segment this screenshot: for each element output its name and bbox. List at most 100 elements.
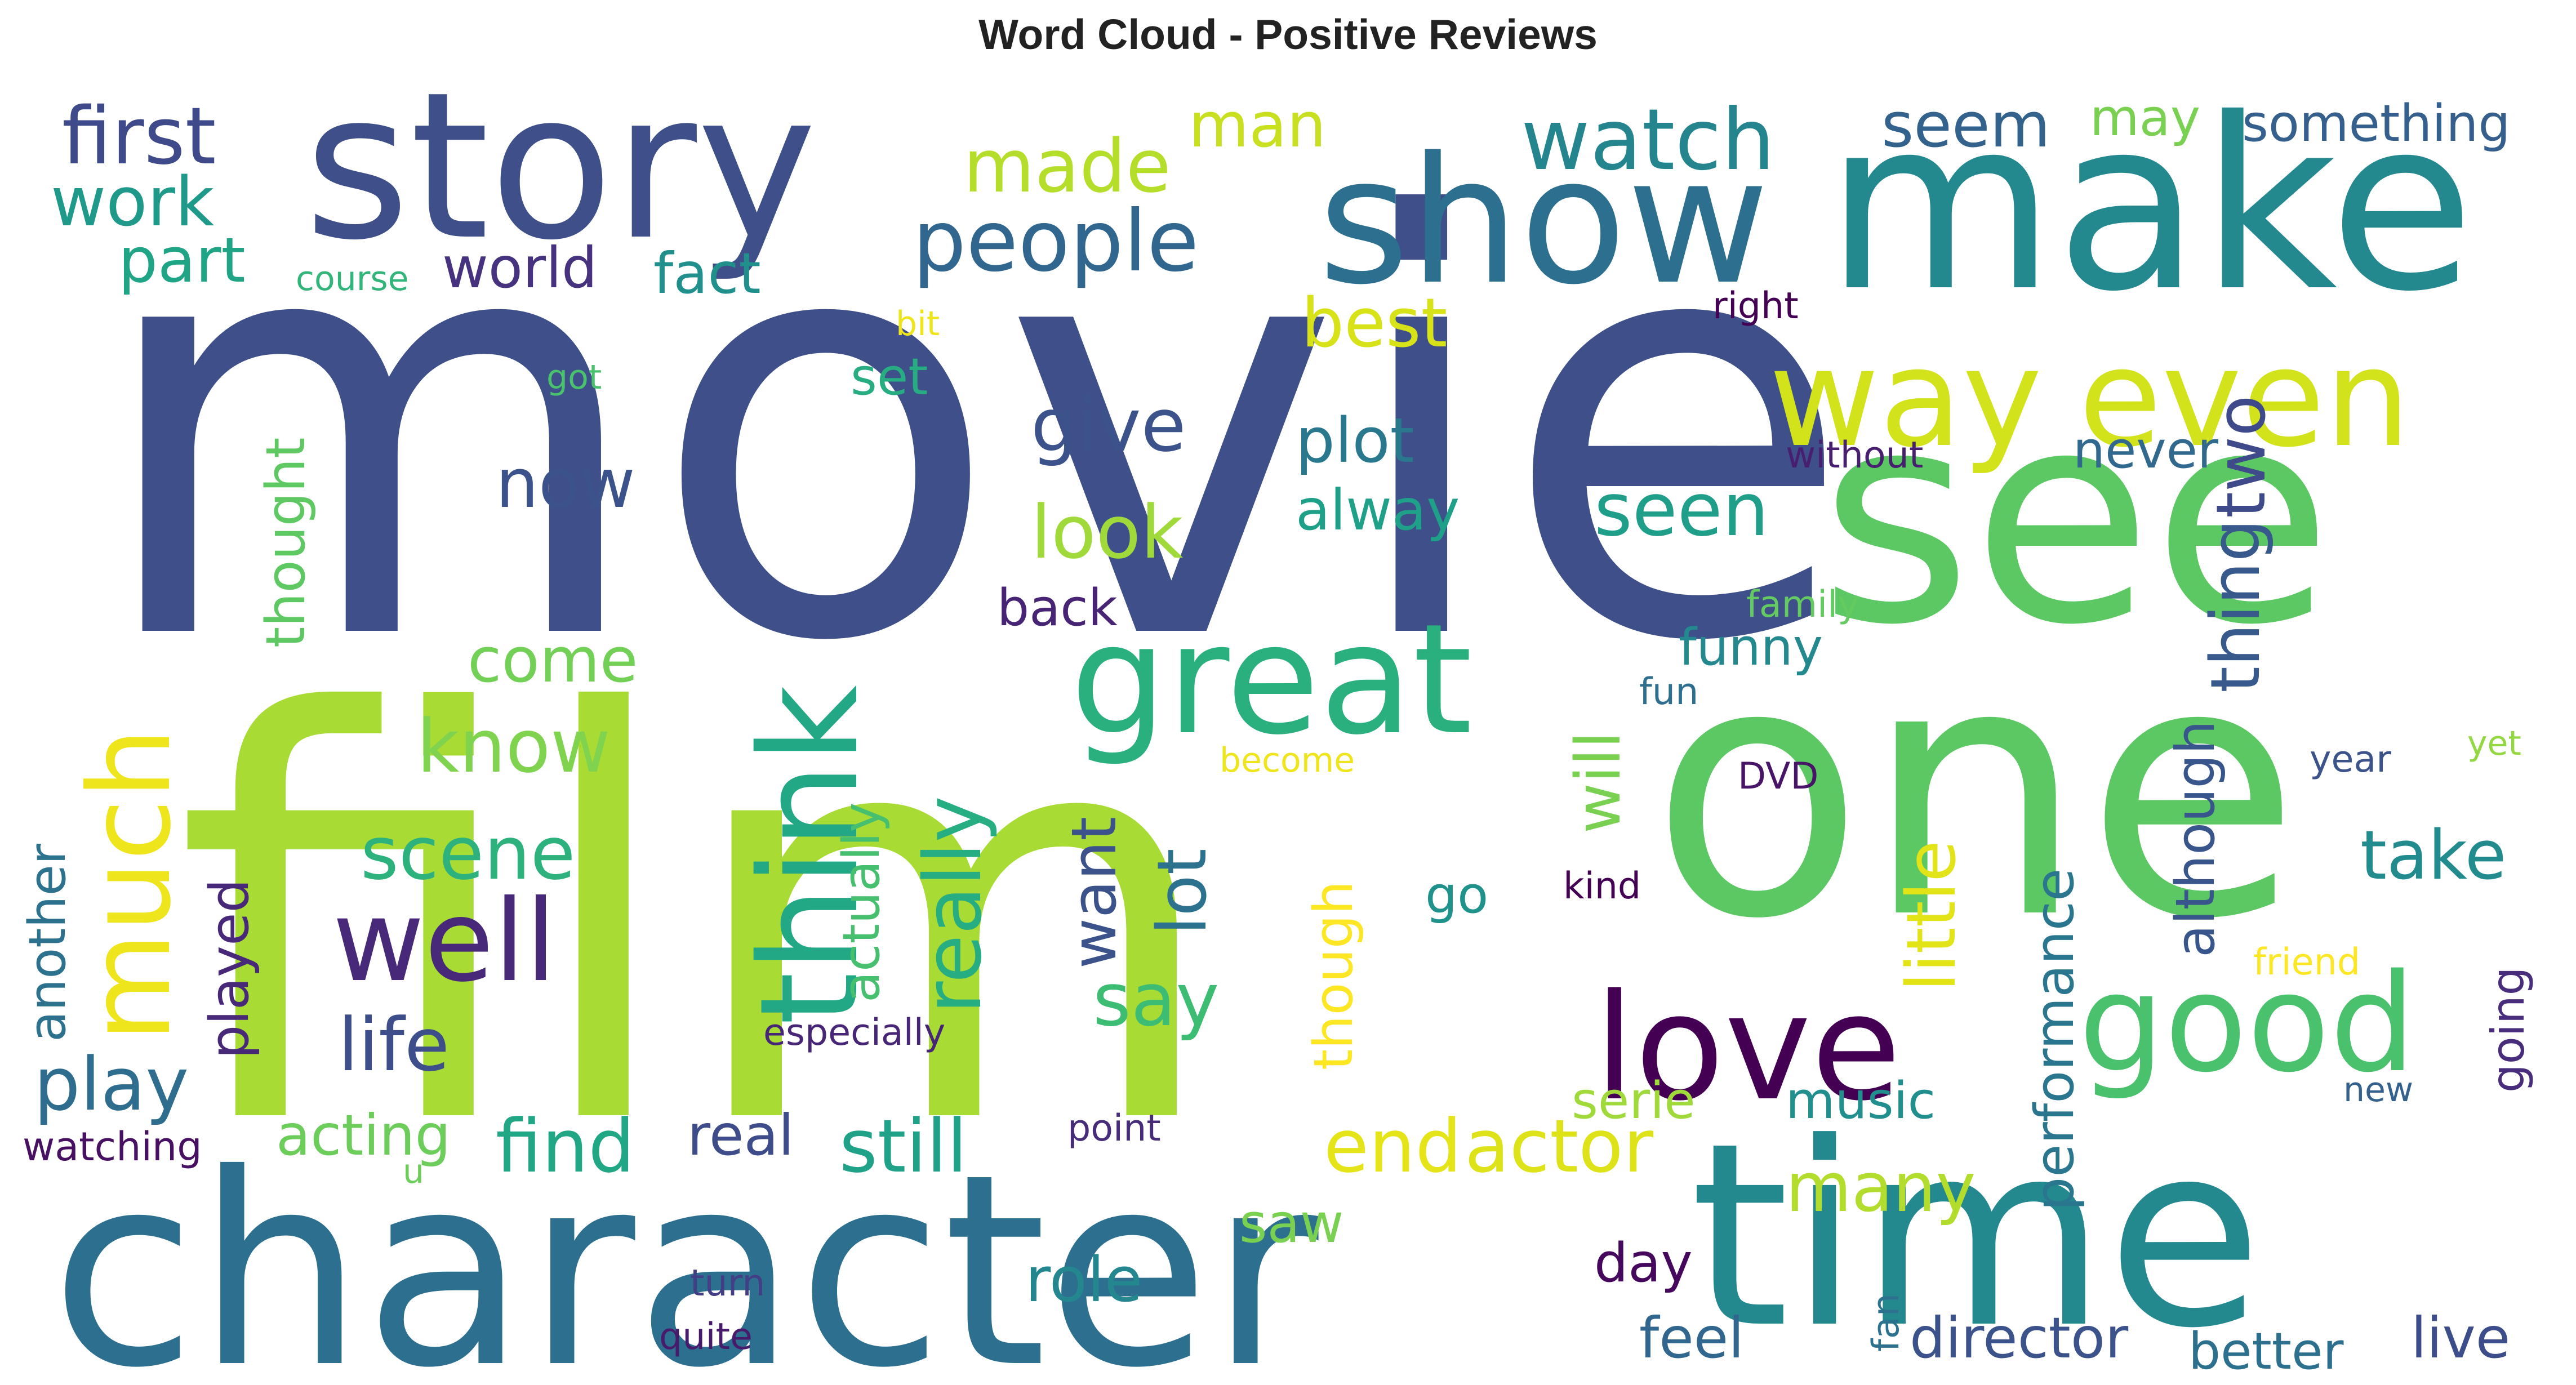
word-time: time — [1690, 1089, 2263, 1384]
word-now: now — [496, 445, 635, 523]
word-feel: feel — [1639, 1305, 1744, 1371]
word-better: better — [2188, 1322, 2343, 1381]
word-live: live — [2411, 1305, 2510, 1371]
word-film: film — [175, 598, 1224, 1247]
word-kind: kind — [1563, 865, 1641, 907]
word-thought: thought — [255, 437, 317, 648]
word-turn: turn — [690, 1262, 765, 1304]
word-though: though — [1303, 881, 1365, 1070]
word-give: give — [1031, 382, 1186, 468]
word-got: got — [546, 358, 602, 397]
word-little: little — [1893, 840, 1971, 991]
word-real: real — [687, 1102, 794, 1168]
word-love: love — [1594, 963, 1901, 1133]
word-may: may — [2090, 88, 2200, 148]
word-fun: fun — [1639, 671, 1698, 713]
word-quite: quite — [659, 1316, 753, 1358]
word-people: people — [913, 193, 1199, 291]
word-saw: saw — [1239, 1193, 1343, 1255]
word-man: man — [1189, 89, 1326, 161]
word-course: course — [296, 259, 409, 299]
word-come: come — [468, 624, 638, 696]
word-look: look — [1031, 489, 1183, 575]
word-seen: seen — [1594, 467, 1769, 553]
word-play: play — [34, 1041, 189, 1127]
word-plot: plot — [1296, 404, 1414, 476]
word-make: make — [1825, 68, 2475, 344]
word-lot: lot — [1144, 848, 1222, 935]
word-go: go — [1425, 866, 1488, 925]
word-life: life — [338, 1002, 450, 1088]
word-know: know — [417, 703, 611, 789]
word-watching: watching — [23, 1124, 202, 1170]
word-want: want — [1058, 817, 1130, 969]
word-best: best — [1301, 284, 1448, 363]
word-one: one — [1650, 589, 2301, 995]
word-although: although — [2165, 720, 2227, 958]
word-u: u — [403, 1152, 424, 1191]
word-especially: especially — [763, 1012, 945, 1054]
word-role: role — [1025, 1244, 1142, 1316]
word-actor: actor — [1465, 1103, 1654, 1189]
word-actually: actually — [832, 803, 891, 1003]
word-new: new — [2343, 1070, 2413, 1110]
word-see: see — [1819, 348, 2333, 689]
word-watch: watch — [1521, 91, 1775, 189]
word-alway: alway — [1296, 477, 1460, 543]
word-made: made — [963, 123, 1171, 209]
word-two: two — [2203, 395, 2281, 518]
word-friend: friend — [2253, 941, 2360, 983]
word-world: world — [442, 235, 597, 301]
word-character: character — [51, 1117, 1322, 1385]
word-first: first — [62, 91, 216, 182]
word-family: family — [1746, 584, 1859, 626]
word-many: many — [1786, 1149, 1976, 1227]
word-director: director — [1910, 1305, 2129, 1371]
word-point: point — [1067, 1107, 1161, 1150]
word-show: show — [1318, 120, 1769, 323]
word-without: without — [1786, 434, 1923, 476]
word-music: music — [1786, 1071, 1936, 1130]
word-even: even — [2079, 319, 2410, 477]
word-much: much — [65, 728, 196, 1042]
word-acting: acting — [276, 1102, 451, 1168]
word-seem: seem — [1881, 89, 2050, 161]
word-end: end — [1324, 1103, 1462, 1189]
word-dvd: DVD — [1738, 755, 1818, 798]
word-bit: bit — [896, 304, 940, 344]
word-still: still — [839, 1103, 967, 1189]
word-great: great — [1070, 591, 1472, 768]
word-take: take — [2360, 817, 2507, 895]
word-thing: thing — [2197, 519, 2275, 693]
word-another: another — [18, 844, 77, 1042]
word-performance: performance — [2024, 869, 2086, 1211]
word-story: story — [304, 48, 817, 284]
word-never: never — [2073, 421, 2218, 480]
word-fan: fan — [1865, 1293, 1907, 1352]
word-funny: funny — [1679, 618, 1823, 677]
word-year: year — [2310, 738, 2391, 781]
word-movie: movie — [90, 97, 1854, 767]
word-right: right — [1712, 285, 1799, 327]
word-day: day — [1594, 1232, 1693, 1294]
word-yet: yet — [2467, 724, 2521, 763]
chart-title: Word Cloud - Positive Reviews — [978, 11, 1598, 58]
word-find: find — [496, 1103, 635, 1189]
word-going: going — [2482, 967, 2534, 1093]
word-serie: serie — [1572, 1071, 1696, 1130]
word-fact: fact — [653, 241, 761, 306]
word-think: think — [731, 685, 888, 1025]
word-really: really — [907, 796, 999, 1014]
word-scene: scene — [361, 810, 576, 896]
word-something: something — [2242, 94, 2511, 153]
word-well: well — [332, 876, 557, 1007]
word-played: played — [199, 879, 261, 1059]
word-back: back — [997, 578, 1118, 638]
word-will: will — [1562, 731, 1634, 834]
word-set: set — [851, 348, 928, 407]
word-work: work — [51, 163, 215, 242]
word-part: part — [118, 224, 246, 296]
word-good: good — [2079, 945, 2415, 1102]
word-way: way — [1769, 319, 2042, 477]
